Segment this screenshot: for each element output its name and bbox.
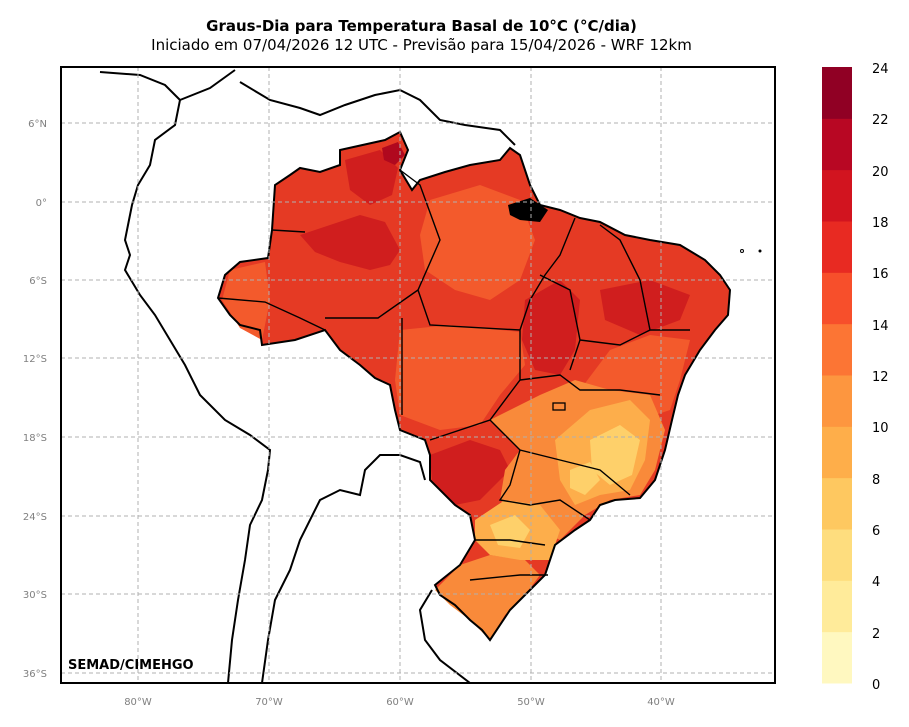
- colorbar-label: 18: [872, 216, 889, 231]
- orange-red-zone: [420, 185, 535, 300]
- df-border: [552, 402, 566, 411]
- colorbar-segment: [822, 323, 852, 376]
- lat-label: 36°S: [23, 669, 47, 680]
- colorbar-labels: 24 22 20 18 16 14 12 10 8 6 4 2 0: [872, 62, 889, 693]
- colorbar-segment: [822, 169, 852, 222]
- colorbar-label: 20: [872, 165, 889, 180]
- lon-label: 50°W: [517, 697, 545, 708]
- deep-red-zone-5: [430, 440, 510, 505]
- deep-red-zone-3: [522, 280, 580, 375]
- lat-labels: 6°N 0° 6°S 12°S 18°S 24°S 30°S 36°S: [23, 119, 47, 680]
- lat-label: 6°S: [29, 276, 47, 287]
- map-title: Graus-Dia para Temperatura Basal de 10°C…: [206, 17, 637, 35]
- colorbar-label: 4: [872, 575, 880, 590]
- orange-red-zone-2: [395, 325, 525, 430]
- yellow-zone: [590, 425, 640, 485]
- colorbar-label: 8: [872, 473, 880, 488]
- colorbar-segment: [822, 529, 852, 581]
- map-frame: [60, 66, 776, 684]
- colorbar-label: 14: [872, 319, 889, 334]
- deep-red-zone-2: [345, 150, 398, 205]
- lon-labels: 80°W 70°W 60°W 50°W 40°W: [124, 697, 675, 708]
- continent-outline: [99, 71, 272, 683]
- colorbar-segment: [822, 118, 852, 171]
- lat-label: 6°N: [28, 119, 47, 130]
- colorbar-segment: [822, 272, 852, 325]
- yellow-zone-3: [570, 462, 600, 495]
- colorbar-segment: [822, 375, 852, 427]
- colorbar-label: 22: [872, 113, 889, 128]
- dark-red-spot: [382, 142, 405, 165]
- colorbar: [822, 67, 852, 684]
- island: [740, 249, 744, 253]
- continent-outline-north: [179, 69, 516, 146]
- amazon-delta: [508, 198, 548, 222]
- lat-label: 12°S: [23, 354, 47, 365]
- brazil-border: [216, 130, 732, 642]
- colorbar-label: 2: [872, 627, 880, 642]
- lat-label: 18°S: [23, 433, 47, 444]
- colorbar-segment: [822, 631, 852, 684]
- colorbar-segment: [822, 477, 852, 530]
- credit-label: SEMAD/CIMEHGO: [68, 658, 194, 673]
- colorbar-segment: [822, 426, 852, 479]
- map-subtitle: Iniciado em 07/04/2026 12 UTC - Previsão…: [151, 36, 692, 54]
- colorbar-segment: [822, 580, 852, 633]
- lon-label: 70°W: [255, 697, 283, 708]
- lat-label: 0°: [36, 198, 47, 209]
- colorbar-segment: [822, 67, 852, 119]
- gridlines: [61, 67, 775, 683]
- lat-label: 24°S: [23, 512, 47, 523]
- colorbar-label: 12: [872, 370, 889, 385]
- lon-label: 40°W: [647, 697, 675, 708]
- state-borders: [217, 169, 690, 581]
- lon-label: 60°W: [386, 697, 414, 708]
- colorbar-label: 0: [872, 678, 880, 693]
- colorbar-label: 16: [872, 267, 889, 282]
- deep-red-zone: [300, 215, 400, 270]
- colorbar-label: 10: [872, 421, 889, 436]
- island-2: [758, 249, 762, 253]
- colorbar-label: 6: [872, 524, 880, 539]
- lat-label: 30°S: [23, 590, 47, 601]
- colorbar-label: 24: [872, 62, 889, 77]
- colorbar-segment: [822, 221, 852, 273]
- lon-label: 80°W: [124, 697, 152, 708]
